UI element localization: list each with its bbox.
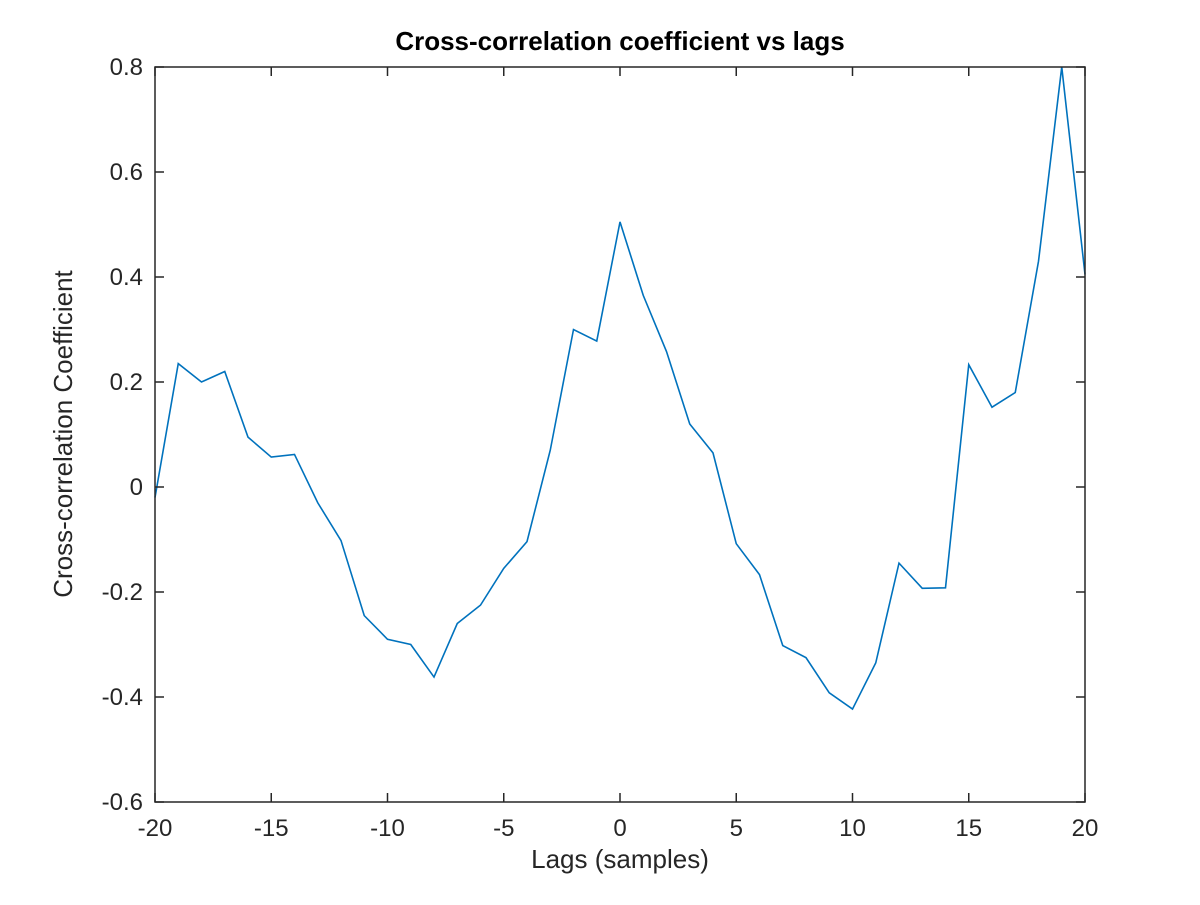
x-tick-label: 20	[1072, 815, 1099, 842]
x-tick-label: -15	[254, 815, 289, 842]
y-axis-label: Cross-correlation Coefficient	[48, 269, 78, 597]
y-tick-label: 0.2	[110, 369, 143, 396]
x-tick-label: -20	[138, 815, 173, 842]
y-tick-label: 0	[130, 474, 143, 501]
x-tick-label: -5	[493, 815, 514, 842]
plot-area	[155, 67, 1085, 802]
x-axis: -20 -15 -10 -5 0 5 10 15 20	[138, 67, 1099, 842]
x-tick-label: 15	[955, 815, 982, 842]
y-tick-label: -0.4	[102, 684, 143, 711]
y-axis: -0.6 -0.4 -0.2 0 0.2 0.4 0.6 0.8	[102, 54, 1085, 816]
series-line	[154, 66, 1086, 711]
x-tick-label: 5	[730, 815, 743, 842]
x-tick-label: -10	[370, 815, 405, 842]
y-tick-label: 0.4	[110, 264, 143, 291]
chart-title: Cross-correlation coefficient vs lags	[395, 26, 844, 56]
x-tick-label: 0	[613, 815, 626, 842]
y-tick-label: -0.2	[102, 579, 143, 606]
y-tick-label: 0.6	[110, 159, 143, 186]
x-tick-label: 10	[839, 815, 866, 842]
data-layer	[154, 66, 1086, 711]
x-axis-label: Lags (samples)	[531, 844, 709, 874]
y-tick-label: 0.8	[110, 54, 143, 81]
y-tick-label: -0.6	[102, 789, 143, 816]
